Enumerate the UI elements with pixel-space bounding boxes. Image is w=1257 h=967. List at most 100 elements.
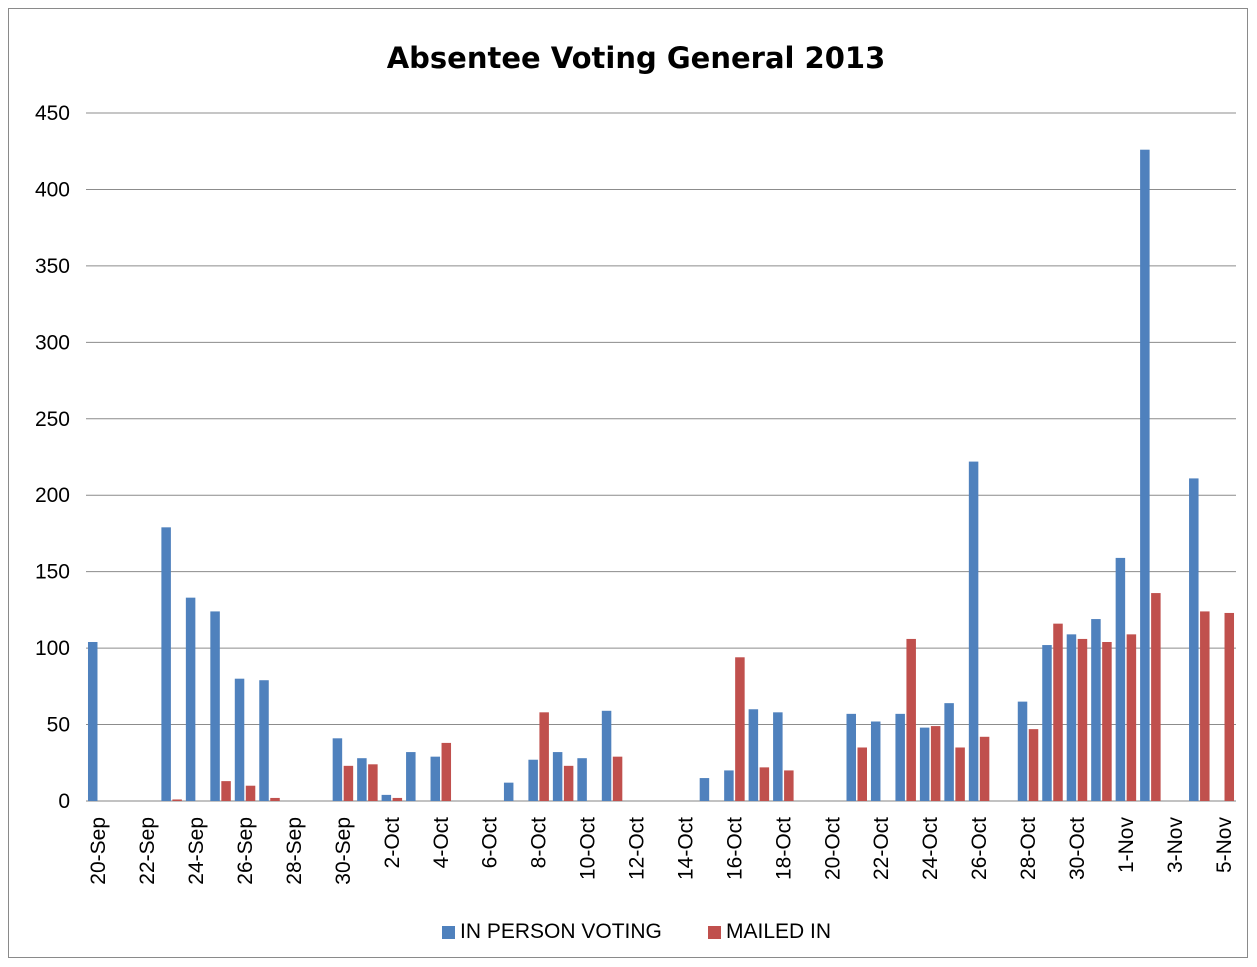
bar-mailed-in bbox=[1102, 641, 1112, 801]
y-tick-label: 250 bbox=[35, 408, 70, 431]
legend-label-in-person: IN PERSON VOTING bbox=[460, 920, 662, 943]
bar-in-person bbox=[724, 770, 734, 801]
bar-in-person bbox=[357, 758, 367, 801]
bar-in-person bbox=[1017, 701, 1028, 801]
y-tick-label: 350 bbox=[35, 255, 70, 278]
x-tick-label: 14-Oct bbox=[674, 817, 697, 880]
legend-swatch-mailed-in bbox=[708, 926, 721, 939]
legend: IN PERSON VOTING MAILED IN bbox=[442, 920, 831, 943]
bar-mailed-in bbox=[1151, 593, 1161, 801]
legend-label-mailed-in: MAILED IN bbox=[726, 920, 831, 943]
bar-mailed-in bbox=[1200, 611, 1210, 801]
x-tick-label: 3-Nov bbox=[1164, 817, 1187, 874]
x-tick-label: 20-Oct bbox=[821, 817, 844, 880]
bar-mailed-in bbox=[955, 747, 965, 801]
bar-mailed-in bbox=[392, 797, 403, 801]
bar-in-person bbox=[1066, 634, 1077, 801]
bar-in-person bbox=[552, 752, 563, 801]
bar-in-person bbox=[161, 527, 171, 801]
y-tick-label: 200 bbox=[35, 484, 70, 507]
x-tick-label: 16-Oct bbox=[723, 817, 746, 880]
bar-mailed-in bbox=[245, 785, 256, 801]
bar-in-person bbox=[234, 678, 245, 801]
y-tick-label: 150 bbox=[35, 561, 70, 584]
bar-mailed-in bbox=[857, 747, 867, 801]
bar-mailed-in bbox=[735, 657, 745, 801]
bar-mailed-in bbox=[441, 742, 452, 801]
x-tick-label: 20-Sep bbox=[87, 817, 110, 885]
x-tick-label: 22-Sep bbox=[136, 817, 159, 885]
bar-mailed-in bbox=[368, 764, 378, 801]
bar-mailed-in bbox=[539, 712, 549, 801]
bar-in-person bbox=[528, 759, 538, 801]
bar-mailed-in bbox=[1224, 612, 1235, 801]
bar-mailed-in bbox=[1053, 623, 1063, 801]
gridlines bbox=[86, 112, 1236, 802]
bar-in-person bbox=[699, 778, 710, 801]
bar-in-person bbox=[1115, 557, 1126, 801]
bar-in-person bbox=[87, 641, 98, 801]
legend-swatch-in-person bbox=[442, 926, 455, 939]
bar-in-person bbox=[944, 703, 954, 801]
bar-in-person bbox=[1091, 619, 1101, 801]
bar-in-person bbox=[895, 713, 905, 801]
x-tick-label: 5-Nov bbox=[1213, 817, 1236, 874]
x-tick-label: 6-Oct bbox=[479, 817, 502, 869]
bar-in-person bbox=[185, 597, 196, 801]
x-tick-label: 30-Oct bbox=[1066, 817, 1089, 880]
bar-in-person bbox=[332, 738, 343, 801]
bar-in-person bbox=[1042, 645, 1052, 801]
bar-mailed-in bbox=[563, 765, 574, 801]
bar-in-person bbox=[430, 756, 441, 801]
y-tick-label: 300 bbox=[35, 331, 70, 354]
bar-in-person bbox=[601, 710, 612, 801]
bar-mailed-in bbox=[221, 781, 231, 801]
x-tick-label: 28-Sep bbox=[283, 817, 306, 885]
bar-mailed-in bbox=[1126, 634, 1137, 801]
bar-in-person bbox=[870, 721, 881, 801]
bar-in-person bbox=[846, 713, 856, 801]
bar-in-person bbox=[259, 680, 269, 801]
bar-in-person bbox=[748, 709, 759, 801]
x-tick-label: 26-Sep bbox=[234, 817, 257, 885]
bar-mailed-in bbox=[930, 726, 941, 801]
bar-mailed-in bbox=[979, 736, 990, 801]
x-tick-label: 26-Oct bbox=[968, 817, 991, 880]
y-tick-label: 100 bbox=[35, 637, 70, 660]
y-tick-label: 50 bbox=[47, 714, 70, 737]
x-tick-label: 18-Oct bbox=[772, 817, 795, 880]
bar-mailed-in bbox=[759, 767, 770, 801]
bar-in-person bbox=[503, 782, 514, 801]
x-tick-label: 1-Nov bbox=[1115, 817, 1138, 874]
bar-mailed-in bbox=[612, 756, 623, 801]
bar-mailed-in bbox=[270, 797, 280, 801]
x-tick-label: 12-Oct bbox=[626, 817, 649, 880]
y-tick-label: 450 bbox=[35, 102, 70, 125]
x-tick-label: 8-Oct bbox=[528, 817, 551, 869]
bar-in-person bbox=[1189, 478, 1199, 801]
x-tick-label: 24-Sep bbox=[185, 817, 208, 885]
bar-mailed-in bbox=[906, 638, 916, 801]
bar-mailed-in bbox=[172, 799, 182, 801]
bar-in-person bbox=[381, 794, 392, 801]
x-tick-label: 24-Oct bbox=[919, 817, 942, 880]
bar-in-person bbox=[919, 727, 930, 801]
x-tick-label: 10-Oct bbox=[577, 817, 600, 880]
x-tick-label: 4-Oct bbox=[430, 817, 453, 869]
y-axis-labels: 0 50 100 150 200 250 300 350 400 450 bbox=[35, 102, 70, 813]
bar-in-person bbox=[577, 758, 587, 801]
y-tick-label: 400 bbox=[35, 178, 70, 201]
bar-mailed-in bbox=[343, 765, 354, 801]
x-axis-labels: 20-Sep 22-Sep 24-Sep 26-Sep 28-Sep 30-Sep 2-Oc… bbox=[87, 817, 1236, 885]
bar-in-person bbox=[968, 461, 979, 801]
x-tick-label: 28-Oct bbox=[1017, 817, 1040, 880]
x-tick-label: 22-Oct bbox=[870, 817, 893, 880]
y-tick-label: 0 bbox=[58, 790, 70, 813]
bar-in-person bbox=[1140, 149, 1150, 801]
x-tick-label: 30-Sep bbox=[332, 817, 355, 885]
bar-in-person bbox=[406, 752, 416, 801]
bars bbox=[87, 149, 1235, 801]
bar-mailed-in bbox=[1028, 729, 1039, 801]
bar-in-person bbox=[210, 611, 220, 801]
